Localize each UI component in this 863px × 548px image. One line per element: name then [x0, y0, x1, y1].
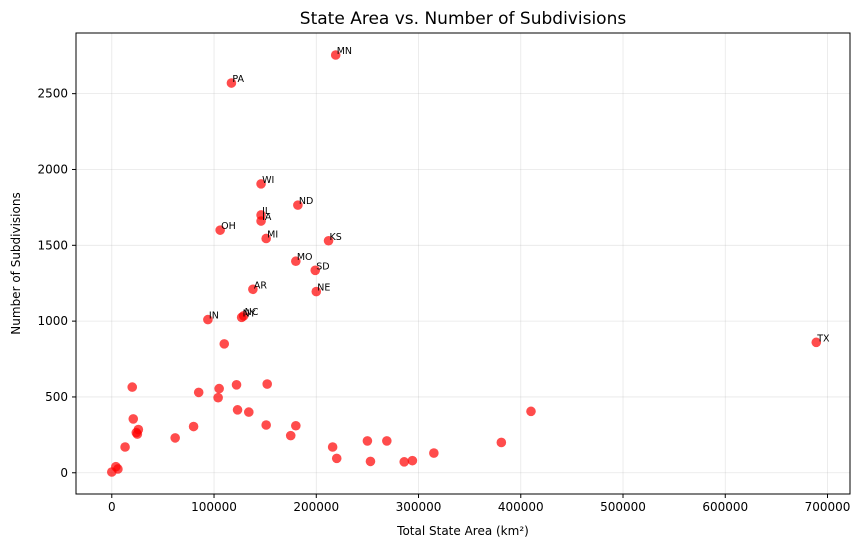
- x-axis-label: Total State Area (km²): [396, 524, 529, 538]
- data-point: [291, 420, 301, 431]
- data-point: [256, 179, 266, 189]
- point-label: IN: [209, 311, 219, 322]
- point-label: NY: [243, 308, 256, 319]
- data-point: [365, 456, 376, 467]
- data-point: [261, 420, 271, 430]
- x-tick-label: 700000: [805, 500, 851, 514]
- x-tick-label: 500000: [600, 500, 646, 514]
- data-point: [236, 312, 247, 323]
- y-tick-label: 0: [60, 466, 68, 480]
- data-point: [120, 442, 130, 452]
- point-label: PA: [232, 74, 244, 85]
- y-tick-label: 2000: [37, 162, 68, 176]
- x-tick-label: 200000: [293, 500, 339, 514]
- y-axis: 0 500 1000 1500 2000 2500: [37, 87, 76, 480]
- data-point: [226, 78, 237, 88]
- data-point: [132, 429, 143, 439]
- data-point: [128, 414, 139, 424]
- y-tick-label: 500: [45, 390, 68, 404]
- data-point: [293, 200, 303, 210]
- data-point: [243, 407, 254, 417]
- data-point: [193, 387, 204, 398]
- point-label: MO: [297, 252, 313, 263]
- data-point: [203, 314, 213, 325]
- x-tick-label: 600000: [702, 500, 748, 514]
- data-point: [213, 392, 223, 403]
- data-point: [331, 453, 342, 464]
- point-label: MI: [267, 229, 278, 240]
- data-point: [310, 265, 321, 276]
- y-tick-label: 1500: [37, 238, 68, 252]
- data-point: [399, 457, 410, 467]
- data-point: [323, 235, 334, 246]
- data-point: [291, 256, 301, 267]
- x-tick-label: 100000: [191, 500, 237, 514]
- point-label: IA: [262, 212, 272, 223]
- data-point: [407, 455, 418, 466]
- data-point: [362, 436, 373, 446]
- data-point: [256, 216, 266, 226]
- data-point: [526, 406, 536, 417]
- data-point: [214, 383, 224, 394]
- data-point: [127, 382, 138, 392]
- point-label: TX: [816, 333, 830, 344]
- plot-frame: [75, 32, 851, 495]
- point-label: MN: [337, 46, 352, 57]
- y-tick-label: 2500: [37, 87, 68, 101]
- data-point: [311, 286, 322, 297]
- data-point: [496, 437, 507, 448]
- data-point: [261, 233, 271, 244]
- data-point: [327, 442, 338, 452]
- point-label: WI: [262, 175, 274, 186]
- data-point: [382, 436, 392, 446]
- y-axis-label: Number of Subdivisions: [9, 192, 23, 334]
- x-tick-label: 0: [108, 500, 116, 514]
- data-point: [170, 433, 180, 443]
- point-label: ND: [299, 196, 313, 207]
- data-points: [106, 50, 822, 477]
- x-tick-label: 300000: [396, 500, 442, 514]
- y-tick-label: 1000: [37, 314, 68, 328]
- data-point: [106, 467, 117, 477]
- point-label: NC: [245, 307, 259, 318]
- data-point: [188, 421, 199, 432]
- data-point: [232, 405, 243, 415]
- point-label: AR: [254, 280, 267, 291]
- data-point: [219, 339, 230, 349]
- x-axis: 0 100000 200000 300000 400000 500000 600000 700…: [108, 494, 850, 514]
- point-label: KS: [330, 232, 342, 243]
- point-label: IL: [262, 206, 271, 217]
- data-point: [285, 430, 296, 441]
- data-point: [429, 448, 439, 458]
- chart-title: State Area vs. Number of Subdivisions: [300, 9, 627, 29]
- data-point: [330, 50, 341, 60]
- point-label: NE: [317, 283, 330, 294]
- data-point: [231, 380, 242, 390]
- point-label: OH: [221, 221, 236, 232]
- data-point: [262, 379, 272, 389]
- data-point: [215, 225, 225, 235]
- point-label: SD: [316, 261, 329, 272]
- x-tick-label: 400000: [498, 500, 544, 514]
- data-point: [248, 284, 258, 295]
- data-point: [811, 337, 822, 348]
